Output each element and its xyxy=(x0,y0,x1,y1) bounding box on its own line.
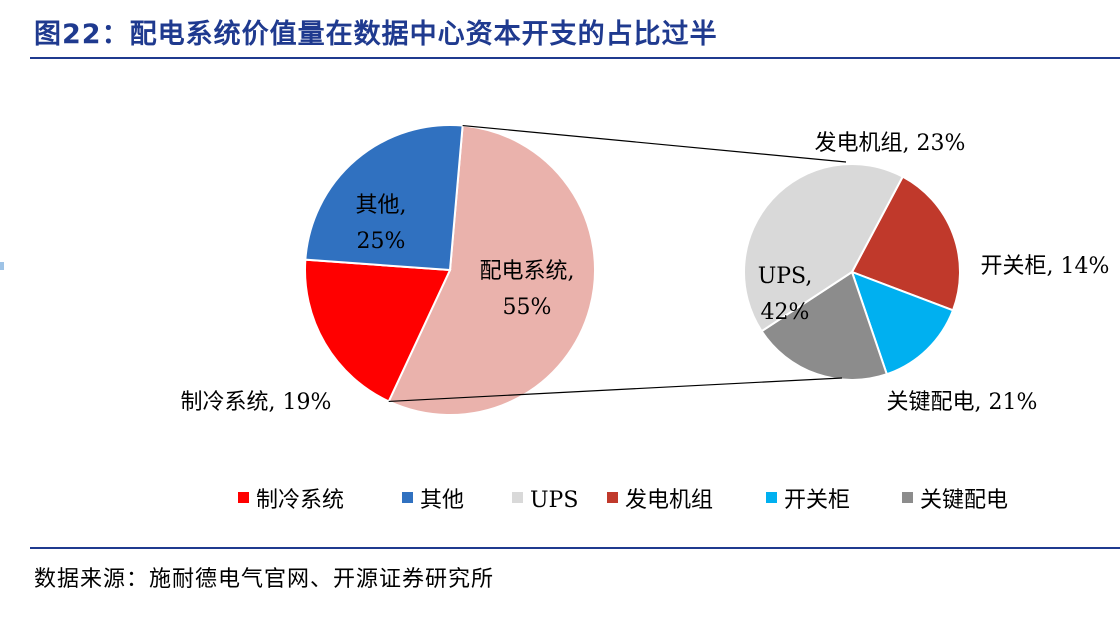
pie-slice-配电系统 xyxy=(387,124,596,416)
sub-pie-slice-开关柜 xyxy=(850,270,955,376)
data-label-配电系统: 配电系统, 55% xyxy=(480,259,575,320)
legend-swatch-发电机组 xyxy=(607,492,618,503)
data-label-关键配电: 关键配电, 21% xyxy=(887,390,1038,415)
pie-slice-制冷系统 xyxy=(304,258,452,403)
sub-pie-slice-UPS xyxy=(743,163,905,333)
data-source: 数据来源：施耐德电气官网、开源证券研究所 xyxy=(34,567,495,592)
edge-marker xyxy=(0,262,4,270)
connector-line-top xyxy=(462,124,847,163)
legend-swatch-关键配电 xyxy=(902,492,913,503)
pie-slice-其他 xyxy=(304,124,464,272)
data-label-制冷系统: 制冷系统, 19% xyxy=(181,390,332,415)
legend-swatch-其他 xyxy=(402,492,413,503)
legend-swatch-UPS xyxy=(512,492,523,503)
legend-label-制冷系统: 制冷系统 xyxy=(256,488,344,513)
sub-pie-slice-关键配电 xyxy=(760,270,889,381)
data-label-UPS: UPS, 42% xyxy=(758,264,813,325)
top-rule xyxy=(30,57,1120,59)
data-label-其他: 其他, 25% xyxy=(356,193,407,254)
legend-swatch-制冷系统 xyxy=(238,492,249,503)
legend-swatch-开关柜 xyxy=(766,492,777,503)
sub-pie-slice-发电机组 xyxy=(850,175,961,312)
legend-label-开关柜: 开关柜 xyxy=(784,488,850,513)
connector-line-bottom xyxy=(388,377,843,403)
bottom-rule xyxy=(30,547,1120,549)
legend-label-发电机组: 发电机组 xyxy=(625,488,713,513)
legend-label-UPS: UPS xyxy=(530,488,578,513)
figure-title: 图22：配电系统价值量在数据中心资本开支的占比过半 xyxy=(34,19,718,50)
data-label-开关柜: 开关柜, 14% xyxy=(981,254,1110,279)
data-label-发电机组: 发电机组, 23% xyxy=(815,131,966,156)
legend-label-关键配电: 关键配电 xyxy=(920,488,1008,513)
legend-label-其他: 其他 xyxy=(420,488,464,513)
